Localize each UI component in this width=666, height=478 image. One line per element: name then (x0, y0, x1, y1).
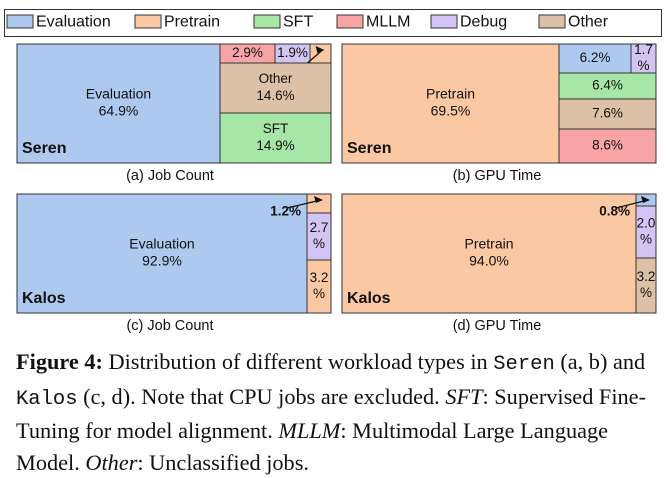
cell-label-d-3: 3.2% (637, 269, 656, 300)
cell-label-b-5: 8.6% (592, 138, 623, 153)
caption-text-4: : Supervised Fine-Tuning for model align… (16, 383, 646, 444)
cell-label-b-4: 7.6% (592, 106, 623, 121)
callout-arrowhead-a (315, 46, 325, 53)
subtitle-a: (a) Job Count (126, 168, 214, 184)
legend-mllm-label: MLLM (366, 14, 410, 31)
cell-b-mllm-5 (558, 128, 657, 164)
callout-arrowhead-c (314, 196, 323, 203)
cell-label-d-2: 2.0% (637, 216, 656, 247)
legend: Evaluation Pretrain SFT MLLM Debug Other (4, 9, 662, 37)
cell-label-b-3: 6.4% (592, 78, 623, 93)
cell-label-a-4: Other 14.6% (256, 71, 294, 103)
cell-a-pretrain-3 (309, 43, 332, 64)
caption-other: Other (85, 449, 138, 475)
panel-b: Pretrain 69.5% 6.2% 1.7 % 6.4% 7.6% 8.6% Seren (b… (341, 42, 657, 184)
cell-label-c-3: 3.2% (310, 270, 329, 301)
subtitle-d: (d) GPU Time (453, 318, 542, 334)
legend-sft-swatch (253, 14, 281, 29)
cell-label-a-1: 2.9% (232, 45, 263, 60)
panel-frame-d (341, 193, 657, 314)
cell-c-debug-2 (306, 212, 332, 261)
cluster-name-d: Kalos (347, 290, 391, 307)
panel-frame-b (341, 43, 657, 164)
legend-sft-label: SFT (283, 14, 313, 31)
callout-arrowhead-d (641, 196, 650, 203)
cell-label-b-1: 6.2% (580, 50, 611, 65)
cell-a-other-4 (219, 62, 332, 114)
subtitle-b: (b) GPU Time (453, 168, 542, 184)
legend-evaluation-swatch (6, 14, 34, 29)
legend-pretrain-label: Pretrain (164, 14, 220, 31)
subtitle-c: (c) Job Count (126, 318, 213, 334)
caption-text-1: Distribution of different workload types… (102, 349, 494, 374)
figure-caption: Figure 4: Distribution of different work… (16, 346, 660, 478)
cell-label-b-2: 1.7% (634, 42, 653, 73)
caption-text-6: : Unclassified jobs. (137, 449, 309, 475)
cell-label-a-2: 1.9% (277, 45, 308, 60)
cell-label-a-5: SFT 14.9% (256, 121, 294, 153)
legend-mllm-swatch (336, 14, 364, 29)
caption-sft: SFT (445, 383, 483, 409)
cell-c-pretrain-1 (306, 193, 332, 214)
cell-label-d-0: Pretrain 94.0% (464, 236, 513, 269)
cluster-name-b: Seren (347, 140, 391, 157)
cell-label-d-1: 0.8% (599, 204, 630, 219)
caption-seren: Seren (493, 353, 555, 376)
cell-c-evaluation-0 (16, 193, 308, 314)
cell-a-evaluation-0 (16, 43, 221, 164)
caption-text-3: (c, d). Note that CPU jobs are excluded. (77, 383, 446, 409)
legend-pretrain-swatch (134, 14, 162, 29)
cell-label-a-0: Evaluation 64.9% (86, 86, 151, 119)
cell-label-c-1: 1.2% (270, 204, 301, 219)
workload-treemap-figure: Evaluation Pretrain SFT MLLM Debug OtherEvalu… (4, 9, 662, 334)
caption-kalos: Kalos (16, 387, 78, 411)
callout-arrow-c (286, 199, 322, 209)
panel-frame-c (16, 193, 332, 314)
panel-c: Evaluation 92.9% 1.2% 2.7 % 3.2 % Kalos (c) Job … (16, 193, 332, 334)
caption-lead: Figure 4: (16, 349, 103, 374)
legend-debug-label: Debug (460, 14, 507, 31)
legend-other-swatch (538, 14, 566, 29)
cell-b-pretrain-0 (341, 43, 560, 164)
cluster-name-a: Seren (22, 140, 66, 157)
cluster-name-c: Kalos (22, 290, 66, 307)
cell-label-c-0: Evaluation 92.9% (129, 236, 194, 269)
cell-b-other-4 (558, 98, 657, 130)
caption-text-5: : Multimodal Large Language Model. (16, 418, 609, 475)
legend-evaluation-label: Evaluation (36, 14, 111, 31)
panel-a: Evaluation64.9%2.9%1.9%0.9%Other14.6%SFT… (16, 43, 332, 184)
cell-label-c-2: 2.7% (310, 220, 329, 251)
legend-debug-swatch (430, 14, 458, 29)
panel-frame-a (16, 43, 332, 164)
legend-other-label: Other (568, 14, 609, 31)
cell-label-b-0: Pretrain 69.5% (426, 86, 475, 119)
panel-d: Pretrain 94.0% 0.8% 2.0 % 3.2 % Kalos (d) GPU Ti… (341, 193, 657, 334)
caption-text-2: (a, b) and (554, 349, 646, 374)
caption-mllm: MLLM (278, 418, 341, 443)
